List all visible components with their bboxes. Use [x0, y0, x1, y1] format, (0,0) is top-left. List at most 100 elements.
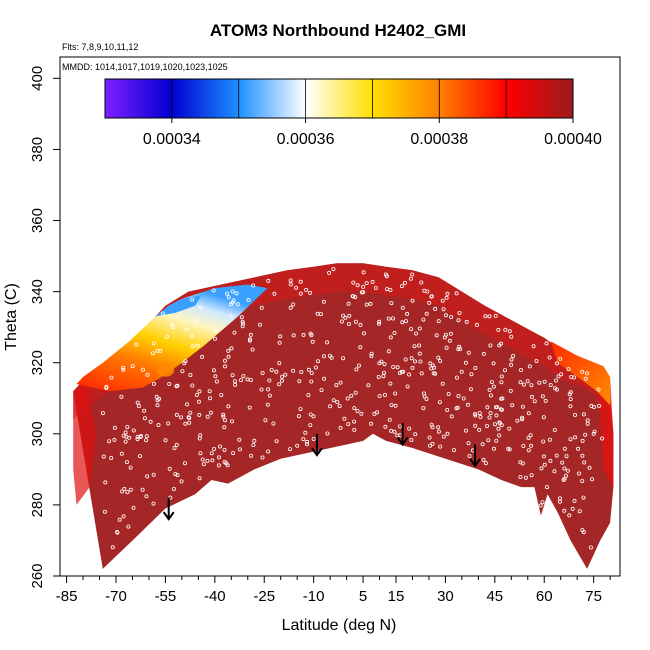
obs-point [486, 438, 491, 443]
obs-point [346, 422, 351, 427]
obs-point [388, 381, 393, 386]
obs-point [309, 370, 314, 375]
obs-point [346, 321, 351, 326]
obs-point [304, 287, 309, 292]
obs-point [376, 321, 381, 326]
obs-point [427, 300, 432, 305]
obs-point [497, 421, 502, 426]
obs-point [316, 359, 321, 364]
obs-point [526, 448, 531, 453]
obs-point [103, 480, 108, 485]
obs-point [194, 392, 199, 397]
obs-point [334, 383, 339, 388]
obs-point [198, 451, 203, 456]
obs-point [564, 473, 569, 478]
obs-point [260, 370, 265, 375]
obs-point [393, 403, 398, 408]
chart-title: ATOM3 Northbound H2402_GMI [210, 21, 466, 40]
obs-point [412, 359, 417, 364]
obs-point [298, 407, 303, 412]
obs-point [464, 319, 469, 324]
obs-point [267, 393, 272, 398]
obs-point [234, 291, 239, 296]
obs-point [386, 349, 391, 354]
obs-point [518, 380, 523, 385]
x-tick-label: 60 [536, 588, 553, 605]
obs-point [110, 545, 115, 550]
upper-right-gradient [550, 341, 611, 406]
obs-point [142, 408, 147, 413]
obs-point [104, 385, 109, 390]
data-field [73, 263, 614, 569]
obs-point [201, 462, 206, 467]
obs-point [520, 461, 525, 466]
obs-point [195, 343, 200, 348]
obs-point [527, 364, 532, 369]
obs-point [343, 315, 348, 320]
obs-point [384, 274, 389, 279]
colorbar-tick-label: 0.00034 [143, 131, 201, 148]
obs-point [430, 425, 435, 430]
obs-point [311, 436, 316, 441]
obs-point [493, 405, 498, 410]
obs-point [391, 364, 396, 369]
obs-point [392, 330, 397, 335]
obs-point [547, 355, 552, 360]
obs-point [387, 417, 392, 422]
obs-point [446, 391, 451, 396]
obs-point [130, 364, 135, 369]
obs-point [358, 345, 363, 350]
obs-point [267, 378, 272, 383]
obs-point [410, 365, 415, 370]
obs-point [456, 318, 461, 323]
obs-point [222, 364, 227, 369]
obs-point [356, 363, 361, 368]
obs-point [248, 377, 253, 382]
obs-point [369, 354, 374, 359]
obs-point [353, 295, 358, 300]
obs-point [197, 476, 202, 481]
obs-point [388, 287, 393, 292]
obs-point [175, 473, 180, 478]
obs-point [361, 290, 366, 295]
obs-point [205, 458, 210, 463]
obs-point [241, 374, 246, 379]
obs-point [102, 509, 107, 514]
obs-point [559, 372, 564, 377]
obs-point [171, 486, 176, 491]
obs-point [249, 453, 254, 458]
obs-point [491, 384, 496, 389]
obs-point [288, 305, 293, 310]
obs-point [457, 344, 462, 349]
obs-point [522, 382, 527, 387]
obs-point [566, 367, 571, 372]
obs-point [389, 301, 394, 306]
obs-point [592, 429, 597, 434]
obs-point [377, 319, 382, 324]
obs-point [328, 404, 333, 409]
obs-point [233, 382, 238, 387]
obs-point [174, 442, 179, 447]
obs-point [358, 322, 363, 327]
obs-point [222, 459, 227, 464]
obs-point [248, 332, 253, 337]
obs-point [226, 348, 231, 353]
obs-point [240, 324, 245, 329]
obs-point [163, 438, 168, 443]
obs-point [600, 436, 605, 441]
obs-point [221, 412, 226, 417]
y-tick-label: 380 [29, 137, 46, 162]
obs-point [212, 446, 217, 451]
obs-point [269, 367, 274, 372]
obs-point [150, 351, 155, 356]
obs-point [230, 289, 235, 294]
obs-point [417, 351, 422, 356]
obs-point [125, 460, 130, 465]
obs-point [190, 344, 195, 349]
obs-point [409, 437, 414, 442]
obs-point [222, 447, 227, 452]
obs-point [112, 437, 117, 442]
y-axis-label: Theta (C) [3, 283, 20, 351]
obs-point [483, 461, 488, 466]
obs-point [142, 416, 147, 421]
